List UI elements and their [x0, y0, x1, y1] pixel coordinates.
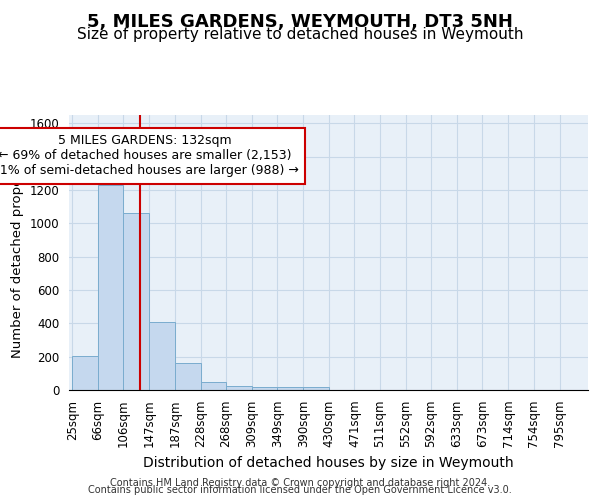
Bar [149, 322, 175, 390]
Text: 5, MILES GARDENS, WEYMOUTH, DT3 5NH: 5, MILES GARDENS, WEYMOUTH, DT3 5NH [87, 12, 513, 30]
Y-axis label: Number of detached properties: Number of detached properties [11, 148, 24, 358]
Text: Contains HM Land Registry data © Crown copyright and database right 2024.: Contains HM Land Registry data © Crown c… [110, 478, 490, 488]
Bar [226, 386, 252, 390]
Bar [98, 185, 124, 390]
Bar [200, 382, 226, 390]
Text: Size of property relative to detached houses in Weymouth: Size of property relative to detached ho… [77, 28, 523, 42]
Bar [277, 387, 303, 390]
Bar [124, 212, 149, 390]
Text: Contains public sector information licensed under the Open Government Licence v3: Contains public sector information licen… [88, 485, 512, 495]
X-axis label: Distribution of detached houses by size in Weymouth: Distribution of detached houses by size … [143, 456, 514, 469]
Bar [252, 386, 277, 390]
Bar [303, 387, 329, 390]
Bar [72, 356, 98, 390]
Bar [175, 364, 200, 390]
Text: 5 MILES GARDENS: 132sqm
← 69% of detached houses are smaller (2,153)
31% of semi: 5 MILES GARDENS: 132sqm ← 69% of detache… [0, 134, 298, 178]
